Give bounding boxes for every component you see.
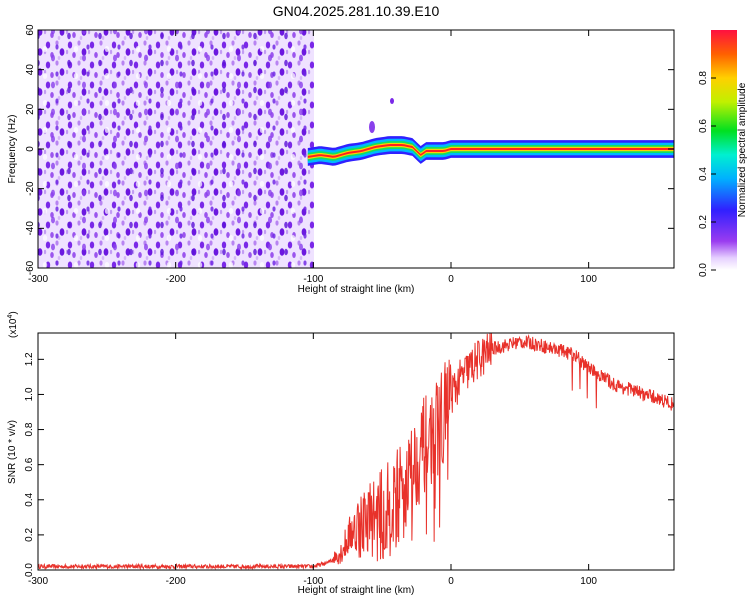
top-y-tick-label: -20 xyxy=(25,181,36,196)
top-y-tick-label: -40 xyxy=(25,221,36,236)
bottom-y-tick-label: 0.6 xyxy=(24,457,35,471)
bottom-x-tick-label: -300 xyxy=(28,576,48,587)
spectrogram-noise-overlay xyxy=(38,30,314,268)
top-y-tick-label: 0 xyxy=(25,146,36,152)
spectrogram-blip xyxy=(390,98,394,104)
snr-background xyxy=(38,333,674,570)
snr-panel: -300 -200 -100 0 100 0.0 0.2 0.4 0.6 0.8 1.0 1.2 H… xyxy=(7,311,675,596)
spectrogram-panel: -300 -200 -100 0 100 60 40 20 0 -20 -40 -60 Height… xyxy=(7,24,675,295)
bottom-y-axis-label: SNR (10 * v/v) xyxy=(7,420,18,484)
bottom-x-axis: -300 -200 -100 0 100 xyxy=(28,333,597,587)
colorbar-label: Normalized spectral amplitude xyxy=(737,82,748,217)
top-x-axis: -300 -200 -100 0 100 xyxy=(28,30,597,285)
colorbar-gradient xyxy=(711,30,737,270)
y-scale-exponent: 4 xyxy=(7,315,14,319)
top-x-tick-label: -200 xyxy=(166,274,186,285)
snr-series-line xyxy=(38,333,674,570)
spectrogram-blip xyxy=(369,121,375,133)
bottom-x-axis-label: Height of straight line (km) xyxy=(298,585,415,596)
trace-band-yellow xyxy=(307,142,674,160)
chart-title: GN04.2025.281.10.39.E10 xyxy=(273,3,440,19)
bottom-x-tick-label: -200 xyxy=(166,576,186,587)
top-y-tick-label: 60 xyxy=(25,24,36,36)
colorbar: 0.0 0.2 0.4 0.6 0.8 Normalized spectral ampl… xyxy=(698,30,748,277)
top-y-axis: 60 40 20 0 -20 -40 -60 xyxy=(25,24,674,275)
spectrogram-signal-trace xyxy=(307,136,674,166)
bottom-y-tick-label: 0.8 xyxy=(24,422,35,436)
colorbar-tick-label: 0.6 xyxy=(698,119,709,133)
bottom-x-tick-label: 100 xyxy=(580,576,597,587)
colorbar-tick-label: 0.4 xyxy=(698,167,709,181)
top-y-tick-label: -60 xyxy=(25,260,36,275)
colorbar-tick-label: 0.2 xyxy=(698,215,709,229)
top-x-tick-label: -300 xyxy=(28,274,48,285)
y-scale-close: ) xyxy=(8,311,19,314)
bottom-y-tick-label: 1.0 xyxy=(24,387,35,401)
colorbar-tick-label: 0.0 xyxy=(698,263,709,277)
bottom-y-scale-label: (x104) xyxy=(7,311,19,338)
bottom-x-tick-label: -100 xyxy=(303,576,323,587)
top-y-axis-label: Frequency (Hz) xyxy=(7,115,18,184)
snr-frame xyxy=(37,332,675,571)
bottom-y-tick-label: 0.2 xyxy=(24,528,35,542)
top-x-tick-label: 100 xyxy=(580,274,597,285)
bottom-y-tick-label: 0.4 xyxy=(24,492,35,506)
top-y-tick-label: 20 xyxy=(25,103,36,115)
y-scale-base: (x10 xyxy=(8,318,19,338)
colorbar-ticks: 0.0 0.2 0.4 0.6 0.8 xyxy=(698,71,716,277)
bottom-x-tick-label: 0 xyxy=(448,576,454,587)
bottom-y-tick-label: 0.0 xyxy=(24,563,35,577)
bottom-y-tick-label: 1.2 xyxy=(24,352,35,366)
top-x-tick-label: -100 xyxy=(303,274,323,285)
bottom-y-axis: 0.0 0.2 0.4 0.6 0.8 1.0 1.2 xyxy=(24,352,674,577)
colorbar-tick-label: 0.8 xyxy=(698,71,709,85)
top-y-tick-label: 40 xyxy=(25,64,36,76)
top-x-axis-label: Height of straight line (km) xyxy=(298,284,415,295)
top-x-tick-label: 0 xyxy=(448,274,454,285)
